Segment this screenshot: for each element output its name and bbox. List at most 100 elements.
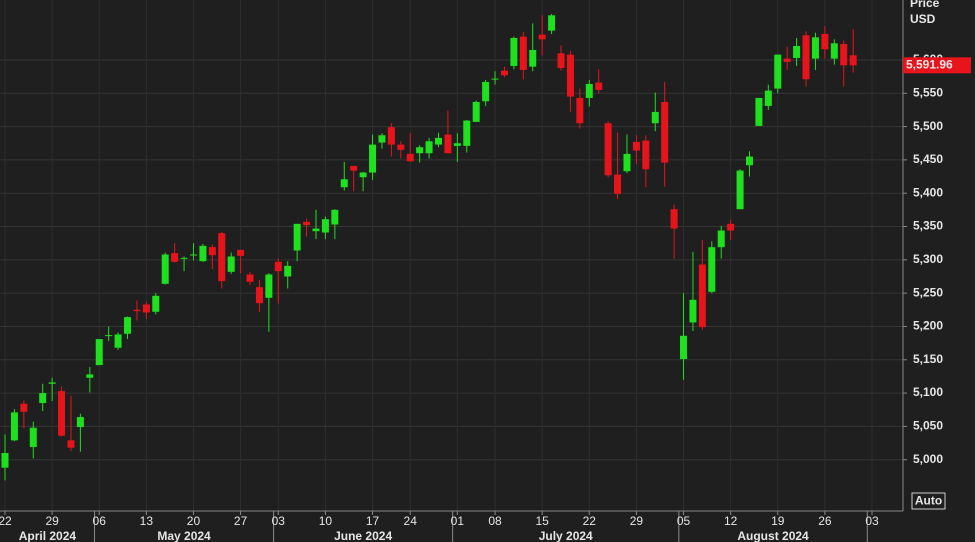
candle-body — [529, 49, 537, 67]
candle-body — [199, 245, 207, 262]
y-tick-label: 5,350 — [913, 219, 943, 233]
x-tick-label: 22 — [0, 514, 12, 528]
candle-body — [651, 111, 659, 124]
candle-body — [783, 58, 791, 62]
candle-body — [604, 123, 612, 176]
candle-body — [48, 382, 56, 384]
labels: 5,000 5,050 5,100 5,150 5,200 5,250 5,300 5,350… — [0, 52, 943, 542]
candle-body — [124, 317, 132, 334]
candle-body — [218, 233, 226, 282]
candle-body — [397, 144, 405, 150]
x-tick-label: 19 — [771, 514, 785, 528]
candle-body — [736, 170, 744, 210]
candle-body — [435, 137, 442, 145]
y-tick-label: 5,150 — [913, 352, 943, 366]
candle-body — [745, 156, 753, 166]
candle-body — [491, 78, 499, 80]
month-label: July 2024 — [539, 529, 593, 542]
x-tick-label: 08 — [488, 514, 502, 528]
candle-body — [39, 393, 47, 404]
auto-button[interactable] — [911, 492, 946, 510]
candle-body — [425, 141, 433, 154]
candle-body — [576, 97, 584, 124]
candle-body — [350, 165, 358, 171]
candle-body — [369, 144, 377, 173]
candle-body — [849, 55, 857, 66]
x-tick-label: 20 — [187, 514, 201, 528]
candle-body — [95, 339, 103, 366]
x-tick-label: 22 — [583, 514, 597, 528]
candle-body — [274, 261, 282, 272]
candle-body — [359, 172, 367, 178]
candle-body — [680, 335, 688, 360]
x-tick-label: 01 — [451, 514, 465, 528]
candle-body — [463, 120, 471, 146]
candle-body — [585, 83, 593, 98]
candle-body — [303, 221, 311, 226]
month-label: April 2024 — [19, 529, 77, 542]
candle-body — [10, 412, 18, 441]
x-tick-label: 29 — [630, 514, 644, 528]
candle-body — [727, 223, 735, 231]
candle-body — [67, 440, 75, 448]
candle-body — [133, 309, 141, 312]
candle-body — [453, 143, 461, 146]
month-label: June 2024 — [334, 529, 392, 542]
candle-body — [755, 97, 763, 126]
last-price-box — [903, 57, 971, 74]
candle-body — [161, 254, 169, 284]
x-tick-label: 10 — [319, 514, 333, 528]
candle-body — [142, 304, 150, 313]
candle-body — [802, 35, 810, 80]
candle-body — [58, 391, 66, 436]
overlay: 5,591.96 — [903, 57, 971, 74]
candle-body — [661, 101, 669, 163]
candle-body — [86, 374, 94, 378]
candle-body — [265, 274, 273, 298]
auto-button-label[interactable]: Auto — [915, 494, 942, 508]
x-tick-label: 03 — [272, 514, 286, 528]
grid — [0, 0, 903, 511]
x-tick-label: 05 — [677, 514, 691, 528]
candle-body — [1, 453, 9, 468]
y-tick-label: 5,550 — [913, 85, 943, 99]
candle-body — [387, 127, 395, 145]
candle-body — [632, 141, 640, 151]
candle-body — [557, 53, 565, 68]
x-tick-label: 24 — [404, 514, 418, 528]
y-tick-label: 5,100 — [913, 385, 943, 399]
candle-body — [821, 33, 829, 50]
candle-body — [293, 223, 301, 251]
x-tick-label: 15 — [535, 514, 549, 528]
candle-body — [698, 264, 706, 328]
candle-body — [708, 247, 716, 292]
month-label: August 2024 — [737, 529, 809, 542]
y-tick-label: 5,000 — [913, 452, 943, 466]
candle-body — [793, 45, 801, 58]
candle-body — [595, 82, 603, 90]
candle-body — [623, 153, 631, 172]
x-tick-label: 17 — [366, 514, 380, 528]
y-tick-label: 5,500 — [913, 119, 943, 133]
candle-body — [406, 153, 414, 162]
candles — [1, 13, 857, 481]
y-tick-label: 5,200 — [913, 319, 943, 333]
candle-body — [321, 219, 329, 233]
candle-body — [510, 37, 518, 66]
x-tick-label: 13 — [140, 514, 154, 528]
candle-body — [642, 140, 650, 170]
candle-body — [811, 37, 819, 59]
candle-body — [482, 81, 490, 102]
candle-body — [416, 147, 424, 154]
candle-body — [670, 209, 678, 229]
candle-body — [237, 249, 245, 256]
candle-body — [566, 54, 574, 97]
candle-body — [246, 274, 254, 282]
candle-body — [284, 265, 292, 277]
y-tick-label: 5,300 — [913, 252, 943, 266]
y-tick-label: 5,050 — [913, 419, 943, 433]
candle-body — [29, 427, 37, 448]
candle-body — [171, 253, 179, 262]
candle-body — [331, 209, 339, 225]
